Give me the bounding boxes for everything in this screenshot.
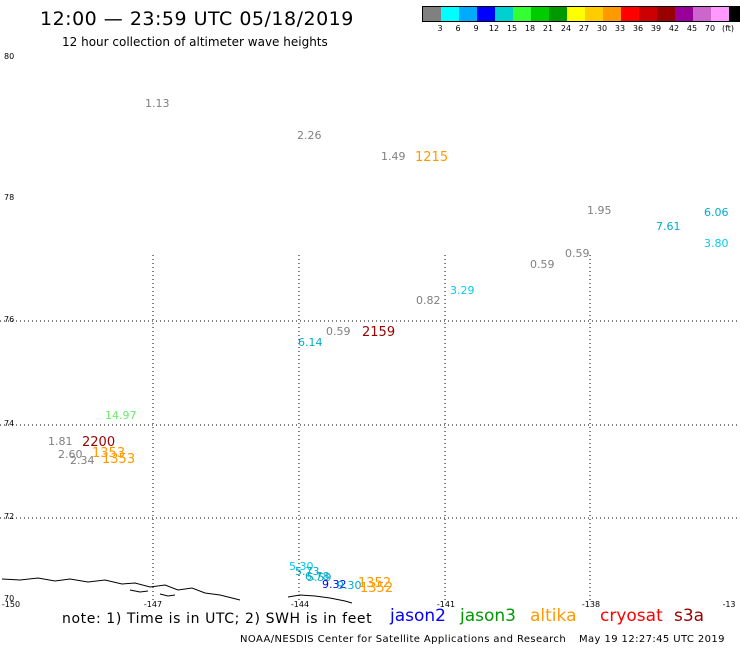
color-scale-swatch <box>675 7 693 21</box>
lon-label: -138 <box>581 600 601 609</box>
legend-altika: altika <box>530 606 577 626</box>
wave-height-value: 2.34 <box>70 454 95 467</box>
wave-height-value: 1352 <box>358 576 391 591</box>
wave-height-value: 0.59 <box>326 325 351 338</box>
color-scale-label: 12 <box>488 24 500 33</box>
wave-height-value: 0.59 <box>530 258 555 271</box>
wave-height-value: 9.30 <box>337 579 362 592</box>
wave-height-value: 0.82 <box>416 294 441 307</box>
color-scale-label: 45 <box>686 24 698 33</box>
lat-label: 76 <box>4 315 15 324</box>
color-scale-label: 33 <box>614 24 626 33</box>
generation-timestamp: May 19 12:27:45 UTC 2019 <box>579 634 725 645</box>
wave-height-value: 1353 <box>102 452 135 467</box>
lon-label: -144 <box>290 600 310 609</box>
color-scale-swatch <box>513 7 531 21</box>
coastline-path <box>1 577 241 601</box>
footnote: note: 1) Time is in UTC; 2) SWH is in fe… <box>62 611 373 627</box>
color-scale-swatch <box>603 7 621 21</box>
color-scale-label: 18 <box>524 24 536 33</box>
color-scale-label: (ft) <box>721 24 735 33</box>
color-scale-swatch <box>729 7 740 21</box>
wave-height-value: 3.29 <box>450 284 475 297</box>
wave-height-value: 2159 <box>362 325 395 340</box>
lon-label: -147 <box>143 600 163 609</box>
color-scale: 3 6 9 12 15 18 21 24 27 30 33 36 39 42 45 70 (ft) <box>422 6 740 36</box>
map-subtitle: 12 hour collection of altimeter wave hei… <box>62 35 328 49</box>
color-scale-labels: 3 6 9 12 15 18 21 24 27 30 33 36 39 42 45 70 (ft) <box>422 22 740 36</box>
wave-height-value: 1352 <box>360 581 393 596</box>
wave-height-value: 14.97 <box>105 409 137 422</box>
color-scale-swatch <box>567 7 585 21</box>
wave-height-value: 2.26 <box>297 129 322 142</box>
wave-height-value: 3.80 <box>704 237 729 250</box>
color-scale-label: 70 <box>704 24 716 33</box>
lon-label: -13 <box>722 600 736 609</box>
color-scale-swatch <box>549 7 567 21</box>
color-scale-swatch <box>495 7 513 21</box>
wave-height-value: 1.81 <box>48 435 73 448</box>
legend-jason3: jason3 <box>460 606 516 626</box>
color-scale-label: 6 <box>455 24 461 33</box>
wave-height-value: 0.59 <box>565 247 590 260</box>
wave-height-value: 2.60 <box>58 448 83 461</box>
wave-height-value: 9.32 <box>322 578 347 591</box>
wave-height-value: 7.61 <box>656 220 681 233</box>
wave-height-value: 1353 <box>92 446 125 461</box>
color-scale-swatch <box>693 7 711 21</box>
wave-height-value: 6.14 <box>298 336 323 349</box>
color-scale-label: 21 <box>542 24 554 33</box>
color-scale-label: 15 <box>506 24 518 33</box>
color-scale-label: 42 <box>668 24 680 33</box>
graticule <box>0 255 740 600</box>
lat-label: 78 <box>4 193 15 202</box>
wave-height-value: 6.78 <box>305 570 330 583</box>
credit-line: NOAA/NESDIS Center for Satellite Applica… <box>240 634 567 645</box>
color-scale-swatch <box>621 7 639 21</box>
color-scale-swatch <box>585 7 603 21</box>
wave-height-value: 1215 <box>415 150 448 165</box>
color-scale-label: 24 <box>560 24 572 33</box>
color-scale-swatch <box>639 7 657 21</box>
wave-height-value: 5.73 <box>295 565 320 578</box>
coastline-island <box>129 589 149 593</box>
color-scale-label: 27 <box>578 24 590 33</box>
wave-height-value: 5.30 <box>289 560 314 573</box>
wave-height-value: 1.95 <box>587 204 612 217</box>
legend-jason2: jason2 <box>390 606 446 626</box>
color-scale-label: 36 <box>632 24 644 33</box>
color-scale-label: 9 <box>473 24 479 33</box>
color-scale-swatch <box>477 7 495 21</box>
wave-height-value: 5.59 <box>307 571 332 584</box>
wave-height-labels: 1.13 2.26 1.49 1215 1.95 6.06 7.61 3.80 0.59 0.59… <box>48 97 729 596</box>
legend-cryosat: cryosat <box>600 606 663 626</box>
color-scale-swatch <box>531 7 549 21</box>
color-scale-label: 30 <box>596 24 608 33</box>
wave-height-value: 2200 <box>82 435 115 450</box>
lat-label: 70 <box>4 594 15 603</box>
color-scale-swatch <box>423 7 441 21</box>
color-scale-swatch <box>657 7 675 21</box>
lon-label: -150 <box>1 600 21 609</box>
map-title: 12:00 — 23:59 UTC 05/18/2019 <box>40 8 354 30</box>
coastline-path <box>287 594 353 604</box>
wave-height-value: 6.06 <box>704 206 729 219</box>
wave-height-value: 1.13 <box>145 97 170 110</box>
coastline-island <box>159 593 176 597</box>
color-scale-label: 3 <box>437 24 443 33</box>
color-scale-swatches <box>422 6 740 22</box>
color-scale-swatch <box>441 7 459 21</box>
lat-label: 80 <box>4 52 15 61</box>
color-scale-label: 39 <box>650 24 662 33</box>
wave-height-value: 1.49 <box>381 150 406 163</box>
color-scale-swatch <box>459 7 477 21</box>
color-scale-swatch <box>711 7 729 21</box>
coastline <box>1 577 353 604</box>
lat-label: 74 <box>4 419 15 428</box>
lat-label: 72 <box>4 512 15 521</box>
lon-label: -141 <box>436 600 456 609</box>
legend-s3a: s3a <box>674 606 705 626</box>
